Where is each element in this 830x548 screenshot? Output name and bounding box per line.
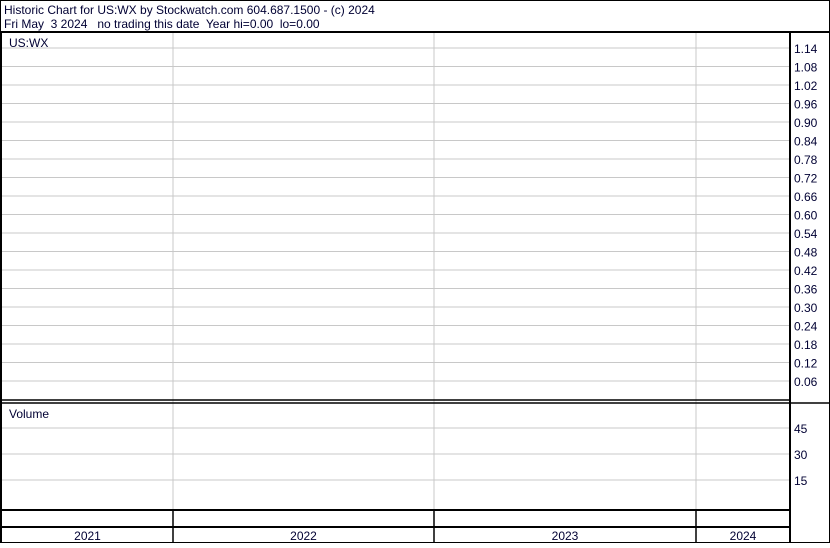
- header-line1: Historic Chart for US:WX by Stockwatch.c…: [4, 3, 375, 17]
- price-tick-label: 1.14: [794, 42, 818, 56]
- price-tick-label: 0.72: [794, 172, 818, 186]
- year-label: 2022: [290, 529, 317, 543]
- price-tick-label: 0.66: [794, 190, 818, 204]
- price-tick-label: 0.18: [794, 338, 818, 352]
- price-tick-label: 0.30: [794, 301, 818, 315]
- volume-panel-title: Volume: [9, 407, 49, 421]
- price-tick-label: 0.96: [794, 98, 818, 112]
- price-tick-label: 0.42: [794, 264, 818, 278]
- price-tick-label: 0.90: [794, 116, 818, 130]
- year-label: 2024: [730, 529, 757, 543]
- volume-tick-label: 15: [794, 474, 808, 488]
- price-tick-label: 0.12: [794, 357, 818, 371]
- panel-frames: [0, 31, 830, 543]
- price-tick-label: 0.54: [794, 227, 818, 241]
- price-panel-title: US:WX: [9, 36, 48, 50]
- volume-tick-label: 45: [794, 422, 808, 436]
- grid: [2, 33, 790, 543]
- header-line2: Fri May 3 2024 no trading this date Year…: [4, 17, 320, 31]
- price-tick-label: 0.48: [794, 246, 818, 260]
- price-tick-label: 0.06: [794, 375, 818, 389]
- price-tick-label: 1.02: [794, 79, 818, 93]
- volume-tick-label: 30: [794, 448, 808, 462]
- price-tick-label: 1.08: [794, 61, 818, 75]
- year-label: 2023: [552, 529, 579, 543]
- price-tick-label: 0.24: [794, 320, 818, 334]
- year-label: 2021: [74, 529, 101, 543]
- price-tick-label: 0.36: [794, 283, 818, 297]
- price-tick-label: 0.84: [794, 135, 818, 149]
- axis-labels: 1.14 1.08 1.02 0.96 0.90 0.84 0.78 0.72 0.66 0.60…: [74, 42, 818, 543]
- price-tick-label: 0.78: [794, 153, 818, 167]
- price-tick-label: 0.60: [794, 209, 818, 223]
